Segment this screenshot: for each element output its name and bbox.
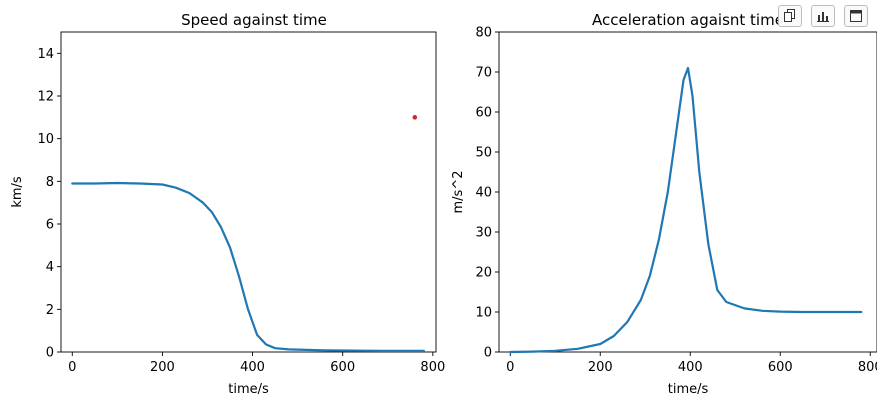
copy-icon — [784, 9, 795, 22]
y-tick-label: 20 — [475, 266, 492, 281]
copy-button[interactable] — [778, 5, 802, 27]
y-tick-label: 50 — [475, 146, 492, 161]
chart-view-button[interactable] — [811, 5, 835, 27]
x-tick-label: 800 — [858, 360, 877, 375]
y-axis-label: km/s — [10, 176, 25, 208]
y-tick-label: 10 — [475, 306, 492, 321]
acceleration-chart: Acceleration agaisnt time 0 200 400 600 800 0 1… — [451, 11, 877, 397]
x-tick-label: 600 — [330, 360, 355, 375]
x-tick-label: 200 — [150, 360, 175, 375]
y-tick-label: 40 — [475, 186, 492, 201]
x-axis-label: time/s — [228, 382, 269, 397]
x-tick-label: 800 — [420, 360, 445, 375]
x-axis-label: time/s — [668, 382, 709, 397]
plot-area-frame — [498, 31, 877, 353]
speed-chart: Speed against time 0 200 400 600 800 0 2 4 6 8 10 12… — [10, 11, 445, 397]
x-tick-label: 600 — [768, 360, 793, 375]
y-tick-label: 80 — [475, 26, 492, 41]
y-tick-label: 8 — [46, 175, 54, 190]
x-tick-label: 200 — [588, 360, 613, 375]
plot-toolbar — [778, 5, 868, 27]
y-tick-label: 6 — [46, 218, 54, 233]
chart-title: Speed against time — [181, 11, 327, 29]
plot-area-frame — [60, 31, 437, 353]
y-tick-label: 60 — [475, 106, 492, 121]
y-tick-label: 10 — [37, 132, 54, 147]
y-tick-label: 0 — [46, 346, 54, 361]
y-axis-label: m/s^2 — [451, 171, 466, 214]
y-tick-label: 0 — [484, 346, 492, 361]
x-tick-label: 0 — [68, 360, 76, 375]
y-tick-label: 14 — [37, 47, 54, 62]
series-line — [509, 66, 863, 354]
expand-icon — [850, 10, 862, 22]
y-tick-label: 4 — [46, 260, 54, 275]
y-tick-label: 70 — [475, 66, 492, 81]
series-line — [71, 181, 425, 352]
x-tick-label: 400 — [678, 360, 703, 375]
bar-chart-icon — [817, 12, 829, 22]
data-point — [412, 115, 418, 120]
x-tick-label: 400 — [240, 360, 265, 375]
x-tick-label: 0 — [506, 360, 514, 375]
y-tick-label: 30 — [475, 226, 492, 241]
y-tick-label: 2 — [46, 303, 54, 318]
expand-button[interactable] — [844, 5, 868, 27]
chart-title: Acceleration agaisnt time — [592, 11, 784, 29]
y-tick-label: 12 — [37, 90, 54, 105]
